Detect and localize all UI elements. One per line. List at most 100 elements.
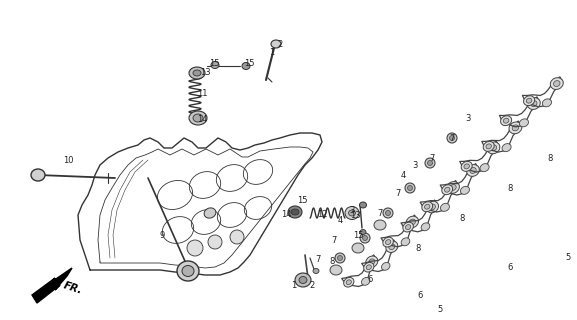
Ellipse shape <box>330 265 342 275</box>
Text: 6: 6 <box>507 263 513 273</box>
Ellipse shape <box>360 229 366 235</box>
Text: 7: 7 <box>395 188 400 197</box>
Ellipse shape <box>440 203 449 211</box>
Text: 14: 14 <box>197 115 207 124</box>
Text: 1: 1 <box>291 282 297 291</box>
Text: 7: 7 <box>449 133 455 142</box>
Ellipse shape <box>177 261 199 281</box>
Ellipse shape <box>447 133 457 143</box>
Ellipse shape <box>406 216 418 228</box>
Ellipse shape <box>483 141 494 151</box>
Ellipse shape <box>526 98 532 103</box>
Ellipse shape <box>385 211 391 215</box>
Ellipse shape <box>542 99 552 107</box>
Ellipse shape <box>406 225 411 229</box>
Text: 2: 2 <box>309 282 314 291</box>
Ellipse shape <box>344 277 354 287</box>
Ellipse shape <box>211 61 219 68</box>
Text: 3: 3 <box>465 114 471 123</box>
Ellipse shape <box>503 118 509 123</box>
Ellipse shape <box>467 164 479 176</box>
Ellipse shape <box>360 233 370 243</box>
Ellipse shape <box>385 240 391 244</box>
Ellipse shape <box>426 201 439 213</box>
Text: FR.: FR. <box>62 280 84 296</box>
Ellipse shape <box>470 168 476 173</box>
Ellipse shape <box>338 255 343 260</box>
Ellipse shape <box>509 122 522 134</box>
Ellipse shape <box>299 276 307 284</box>
Ellipse shape <box>405 183 415 193</box>
Ellipse shape <box>501 116 512 126</box>
Ellipse shape <box>189 111 207 125</box>
Ellipse shape <box>444 187 450 192</box>
Text: 13: 13 <box>350 211 360 220</box>
Ellipse shape <box>193 70 201 76</box>
Text: 1: 1 <box>269 47 275 57</box>
Ellipse shape <box>490 145 497 151</box>
Ellipse shape <box>422 202 433 212</box>
Text: 3: 3 <box>413 161 418 170</box>
Ellipse shape <box>512 125 519 131</box>
Polygon shape <box>32 268 72 303</box>
Ellipse shape <box>519 119 529 127</box>
Ellipse shape <box>352 243 364 253</box>
Ellipse shape <box>464 164 470 169</box>
Text: 11: 11 <box>197 89 207 98</box>
Text: 8: 8 <box>329 258 335 267</box>
Ellipse shape <box>401 238 410 246</box>
Ellipse shape <box>230 230 244 244</box>
Text: 10: 10 <box>63 156 73 164</box>
Text: 6: 6 <box>368 276 373 284</box>
Text: 4: 4 <box>338 215 343 225</box>
Ellipse shape <box>480 164 489 172</box>
Ellipse shape <box>345 206 359 220</box>
Ellipse shape <box>359 202 366 208</box>
Ellipse shape <box>523 96 535 106</box>
Ellipse shape <box>429 204 436 210</box>
Ellipse shape <box>349 210 355 216</box>
Ellipse shape <box>425 204 430 209</box>
Ellipse shape <box>409 219 415 225</box>
Ellipse shape <box>381 262 390 270</box>
Text: 15: 15 <box>243 59 254 68</box>
Ellipse shape <box>447 181 459 193</box>
Ellipse shape <box>364 262 374 272</box>
Ellipse shape <box>208 235 222 249</box>
Text: 15: 15 <box>353 230 364 239</box>
Text: 15: 15 <box>209 59 219 68</box>
Text: 8: 8 <box>459 213 464 222</box>
Ellipse shape <box>362 277 370 285</box>
Text: 7: 7 <box>315 255 321 265</box>
Ellipse shape <box>425 158 435 168</box>
Ellipse shape <box>383 237 394 247</box>
Text: 5: 5 <box>565 253 571 262</box>
Ellipse shape <box>295 273 311 287</box>
Ellipse shape <box>460 186 470 194</box>
Ellipse shape <box>31 169 45 181</box>
Ellipse shape <box>271 40 281 48</box>
Text: 7: 7 <box>429 154 434 163</box>
Ellipse shape <box>421 223 430 231</box>
Ellipse shape <box>189 67 205 79</box>
Ellipse shape <box>187 240 203 256</box>
Ellipse shape <box>383 208 393 218</box>
Text: 12: 12 <box>317 210 327 219</box>
Ellipse shape <box>366 265 372 270</box>
Ellipse shape <box>449 135 455 140</box>
Text: 13: 13 <box>200 68 210 76</box>
Text: 8: 8 <box>548 154 553 163</box>
Text: 7: 7 <box>331 236 337 244</box>
Text: 7: 7 <box>377 209 383 218</box>
Ellipse shape <box>313 268 319 274</box>
Ellipse shape <box>407 186 413 190</box>
Ellipse shape <box>362 236 368 241</box>
Text: 5: 5 <box>437 306 443 315</box>
Ellipse shape <box>369 259 375 265</box>
Ellipse shape <box>502 144 511 152</box>
Text: 14: 14 <box>281 210 291 219</box>
Ellipse shape <box>527 98 540 109</box>
Ellipse shape <box>450 185 456 190</box>
Ellipse shape <box>487 142 500 154</box>
Ellipse shape <box>204 208 216 218</box>
